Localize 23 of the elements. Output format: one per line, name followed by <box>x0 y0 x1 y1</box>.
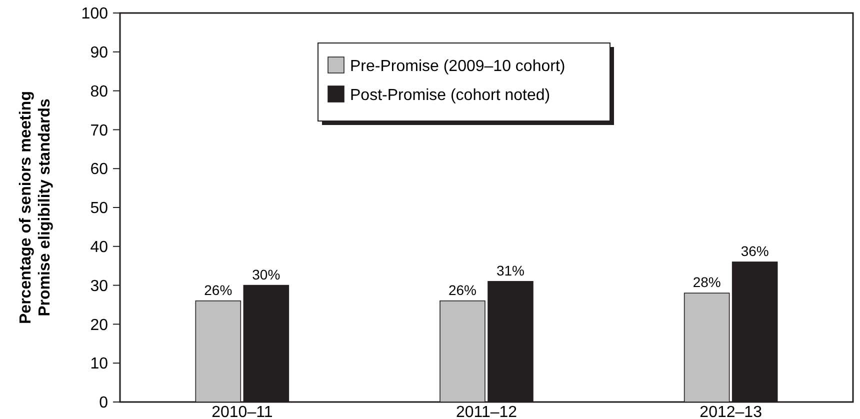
y-tick-label: 10 <box>90 356 108 373</box>
data-label: 26% <box>204 282 232 298</box>
y-tick-label: 100 <box>81 6 108 23</box>
data-label: 36% <box>740 242 769 259</box>
y-tick-label: 20 <box>90 316 108 334</box>
data-label: 28% <box>692 274 721 290</box>
x-tick-label: 2011–12 <box>456 404 518 419</box>
data-label: 26% <box>448 282 477 298</box>
y-tick-label: 30 <box>90 278 108 295</box>
y-axis-title: Percentage of seniors meeting Promise eligibility standards <box>17 91 54 324</box>
data-label: 30% <box>252 266 280 282</box>
legend-label: Pre-Promise (2009–10 cohort) <box>350 58 566 75</box>
legend-label: Post-Promise (cohort noted) <box>350 87 550 104</box>
data-label: 31% <box>496 262 525 278</box>
y-tick-label: 70 <box>90 122 108 140</box>
y-tick-label: 50 <box>90 200 108 218</box>
y-tick-label: 40 <box>90 239 108 256</box>
x-tick-label: 2010–11 <box>212 404 273 419</box>
y-tick-label: 60 <box>90 161 108 178</box>
y-tick-label: 80 <box>90 83 108 100</box>
x-tick-label: 2012–13 <box>700 404 762 419</box>
y-tick-label: 90 <box>90 44 108 62</box>
y-tick-label: 0 <box>99 394 108 412</box>
